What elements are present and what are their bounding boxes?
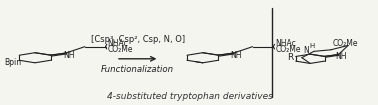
Text: NH: NH (231, 51, 242, 60)
Text: CO₂Me: CO₂Me (107, 45, 133, 54)
Text: NHAc: NHAc (275, 39, 296, 48)
Text: N: N (304, 46, 309, 55)
Text: 4-substituted tryptophan derivatives: 4-substituted tryptophan derivatives (107, 92, 273, 101)
Text: R: R (287, 53, 294, 62)
Text: Functionalization: Functionalization (101, 65, 174, 74)
Text: [Csp³, Csp², Csp, N, O]: [Csp³, Csp², Csp, N, O] (91, 35, 185, 44)
Text: H: H (310, 43, 314, 49)
Text: Bpin: Bpin (5, 58, 22, 67)
Text: NH: NH (336, 52, 347, 61)
Text: CO₂Me: CO₂Me (275, 45, 301, 54)
Text: CO₂Me: CO₂Me (333, 39, 358, 48)
Text: NHAc: NHAc (107, 39, 128, 48)
Text: NH: NH (63, 51, 74, 60)
